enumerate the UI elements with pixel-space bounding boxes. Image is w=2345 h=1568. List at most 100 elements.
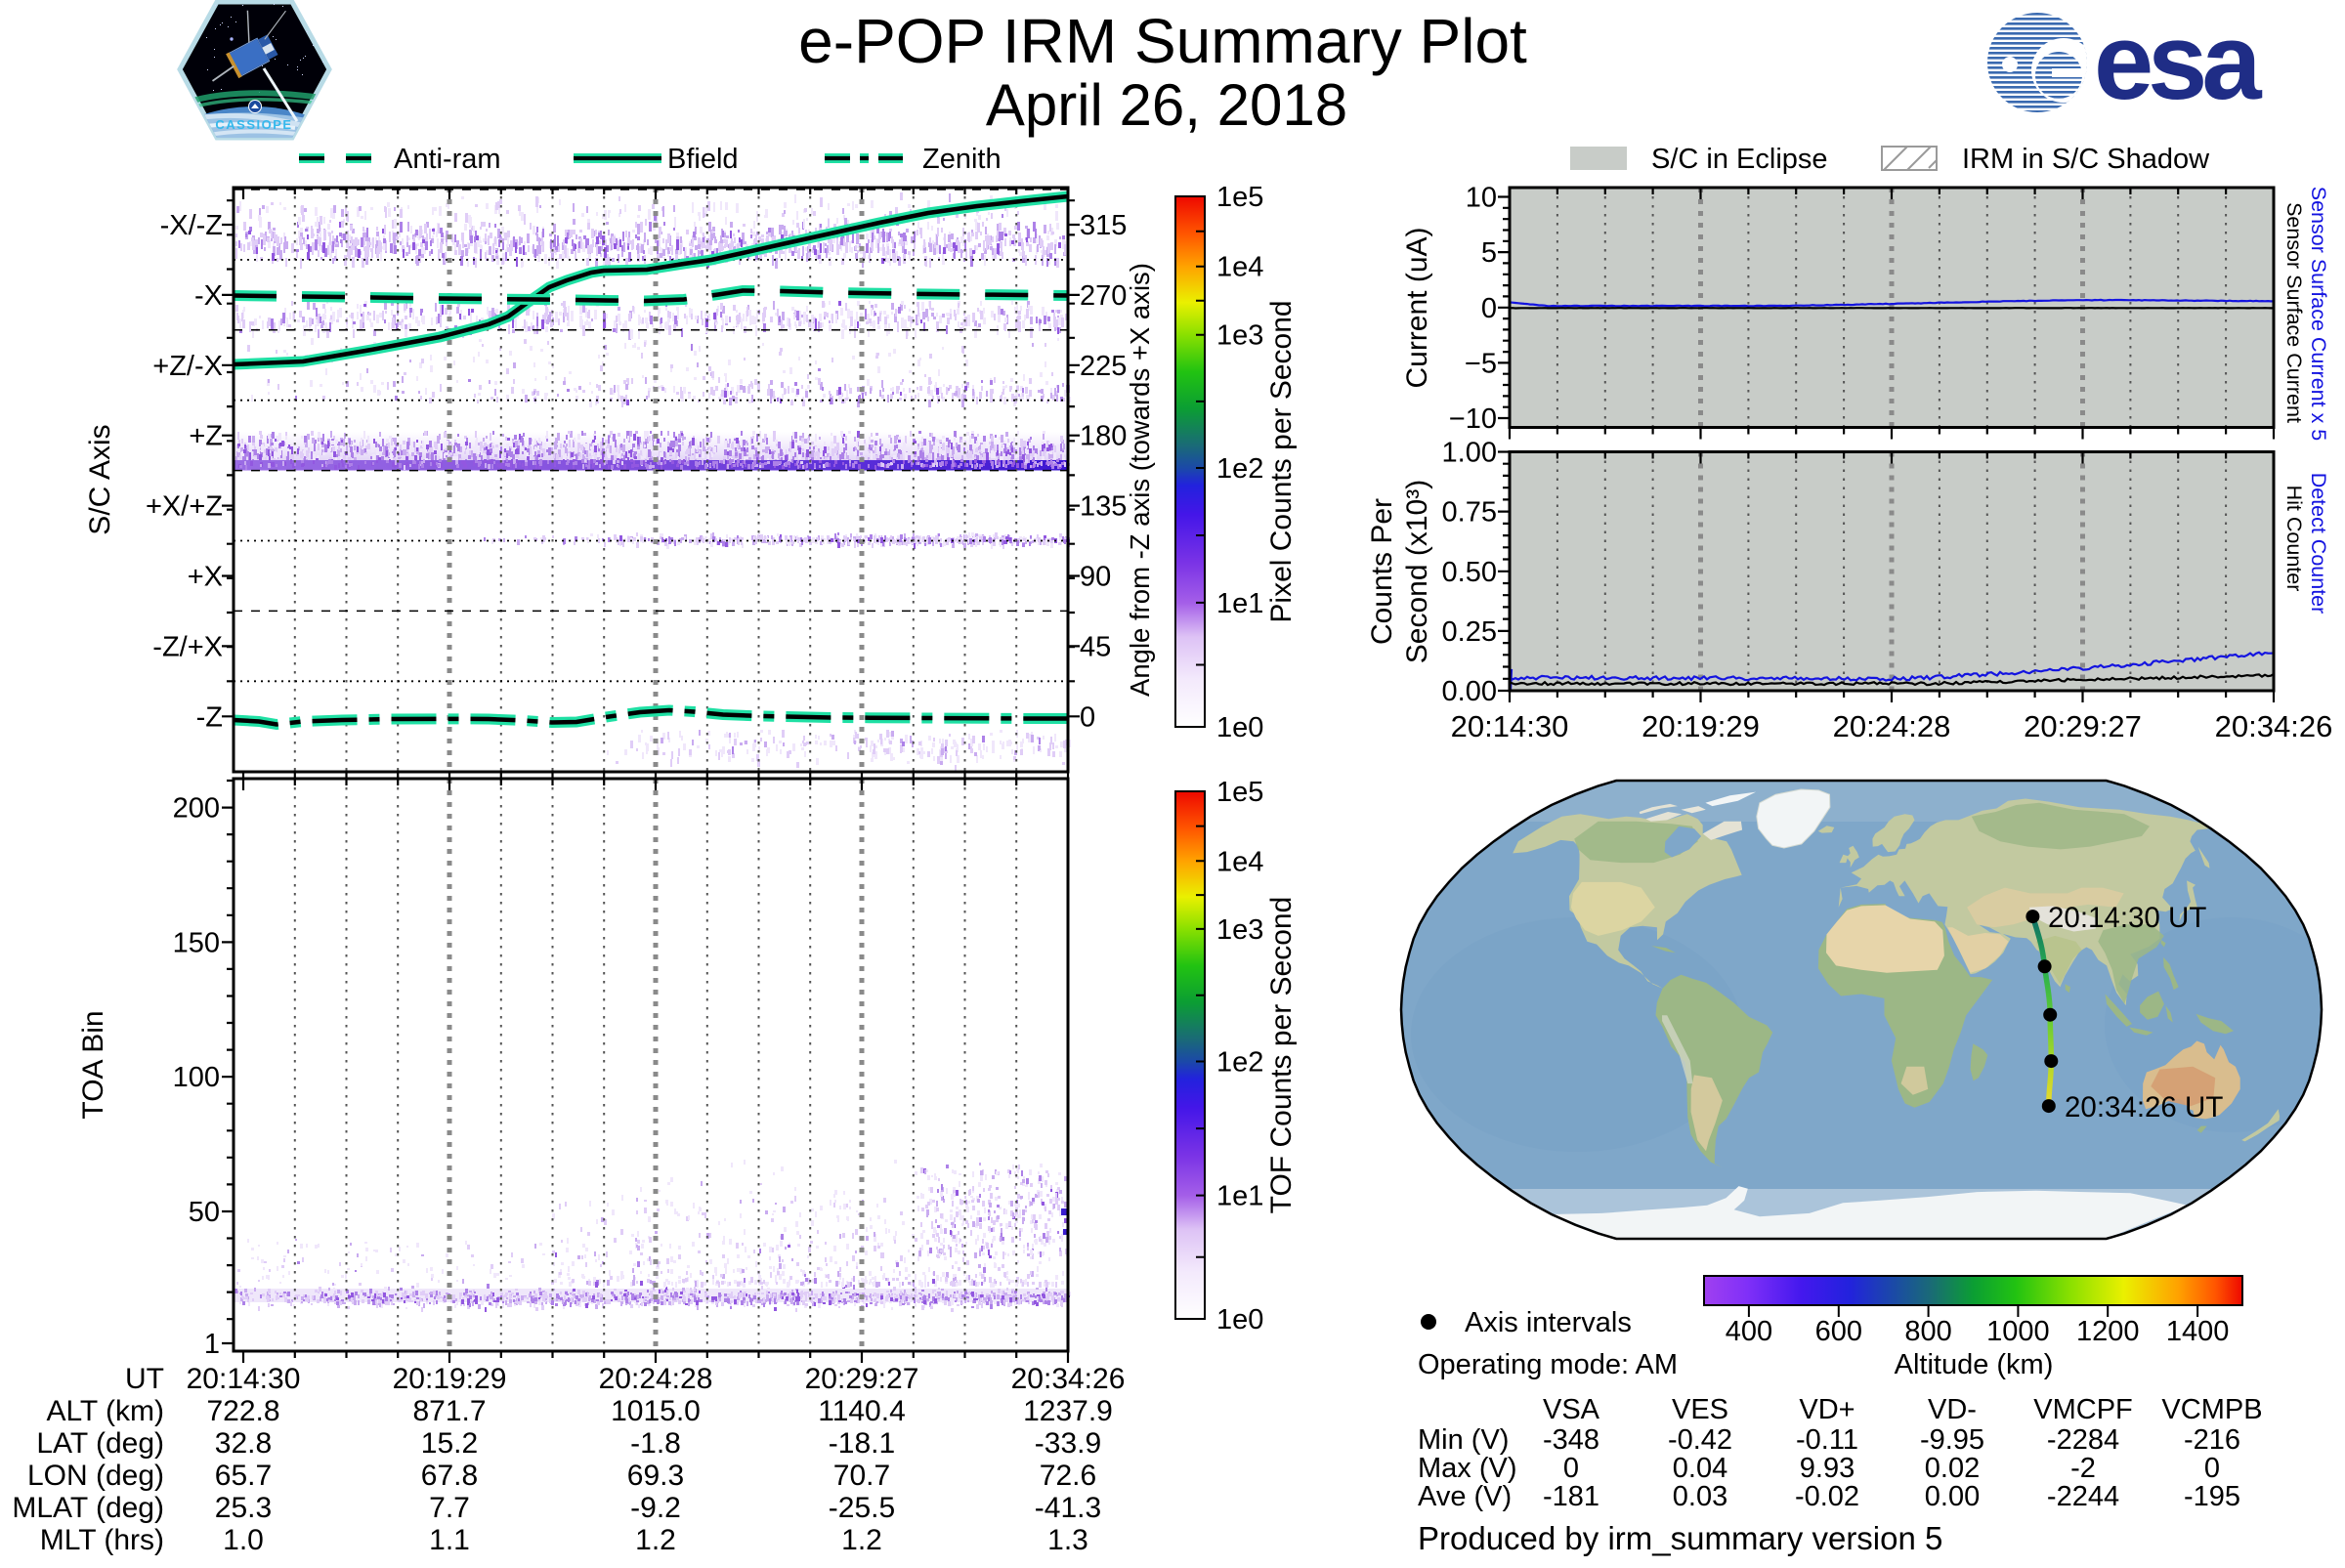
svg-text:20:14:30 UT: 20:14:30 UT (2048, 902, 2206, 934)
svg-text:0.00: 0.00 (1925, 1481, 1980, 1512)
svg-text:32.8: 32.8 (215, 1427, 272, 1460)
svg-text:1: 1 (204, 1329, 220, 1360)
svg-text:45: 45 (1080, 631, 1111, 662)
svg-text:5: 5 (1481, 237, 1497, 269)
svg-text:Hit Counter: Hit Counter (2282, 486, 2306, 592)
svg-text:0.25: 0.25 (1442, 616, 1497, 648)
svg-text:1e5: 1e5 (1216, 777, 1263, 808)
svg-text:20:19:29: 20:19:29 (393, 1363, 507, 1395)
svg-text:50: 50 (189, 1197, 220, 1228)
svg-text:Produced by irm_summary versio: Produced by irm_summary version 5 (1418, 1520, 1942, 1556)
svg-text:20:29:27: 20:29:27 (2024, 709, 2142, 743)
svg-text:0: 0 (1080, 701, 1095, 733)
svg-text:+X: +X (188, 562, 223, 593)
svg-text:Sensor Surface Current x 5: Sensor Surface Current x 5 (2307, 187, 2330, 442)
svg-text:+X/+Z: +X/+Z (146, 491, 223, 523)
svg-text:Bfield: Bfield (667, 144, 739, 175)
svg-text:LAT (deg): LAT (deg) (36, 1427, 164, 1460)
svg-text:1.2: 1.2 (635, 1524, 676, 1556)
svg-text:1e4: 1e4 (1216, 252, 1263, 283)
svg-text:20:14:30: 20:14:30 (187, 1363, 301, 1395)
svg-text:1e4: 1e4 (1216, 846, 1263, 877)
svg-text:0.03: 0.03 (1673, 1481, 1727, 1512)
svg-text:20:24:28: 20:24:28 (599, 1363, 713, 1395)
svg-text:800: 800 (1904, 1316, 1951, 1347)
svg-text:MLT (hrs): MLT (hrs) (40, 1524, 164, 1556)
svg-text:1e0: 1e0 (1216, 712, 1263, 743)
svg-text:+Z: +Z (189, 421, 223, 452)
svg-text:Ave (V): Ave (V) (1418, 1481, 1512, 1512)
svg-text:VD-: VD- (1928, 1394, 1977, 1425)
svg-text:20:34:26 UT: 20:34:26 UT (2065, 1091, 2223, 1123)
svg-text:1.1: 1.1 (429, 1524, 470, 1556)
svg-text:135: 135 (1080, 491, 1127, 523)
svg-text:400: 400 (1726, 1316, 1772, 1347)
svg-text:1200: 1200 (2076, 1316, 2140, 1347)
svg-text:Anti-ram: Anti-ram (394, 144, 501, 175)
svg-text:100: 100 (173, 1062, 220, 1093)
svg-text:0: 0 (1563, 1453, 1579, 1484)
svg-text:180: 180 (1080, 421, 1127, 452)
svg-text:1.2: 1.2 (841, 1524, 882, 1556)
svg-text:0: 0 (2204, 1453, 2220, 1484)
svg-text:1e2: 1e2 (1216, 1047, 1263, 1079)
svg-text:MLAT (deg): MLAT (deg) (12, 1492, 164, 1524)
svg-text:315: 315 (1080, 210, 1127, 241)
svg-text:-2244: -2244 (2047, 1481, 2119, 1512)
svg-text:-9.95: -9.95 (1920, 1424, 1984, 1456)
svg-text:0.02: 0.02 (1925, 1453, 1980, 1484)
svg-text:1.0: 1.0 (223, 1524, 264, 1556)
svg-text:Zenith: Zenith (922, 144, 1002, 175)
svg-text:-41.3: -41.3 (1035, 1492, 1101, 1524)
svg-text:20:14:30: 20:14:30 (1451, 709, 1569, 743)
svg-text:10: 10 (1466, 183, 1497, 214)
svg-text:9.93: 9.93 (1800, 1453, 1855, 1484)
svg-text:VES: VES (1672, 1394, 1728, 1425)
svg-text:S/C in Eclipse: S/C in Eclipse (1651, 144, 1828, 175)
svg-text:-X/-Z: -X/-Z (160, 210, 223, 241)
svg-text:69.3: 69.3 (627, 1460, 684, 1492)
svg-text:1140.4: 1140.4 (818, 1395, 906, 1427)
svg-text:0: 0 (1481, 293, 1497, 324)
svg-text:e-POP IRM Summary Plot: e-POP IRM Summary Plot (798, 6, 1527, 76)
svg-text:7.7: 7.7 (429, 1492, 470, 1524)
svg-text:67.8: 67.8 (421, 1460, 478, 1492)
svg-text:−5: −5 (1465, 348, 1497, 379)
svg-text:Detect Counter: Detect Counter (2307, 473, 2330, 614)
svg-text:150: 150 (173, 927, 220, 958)
svg-text:-1.8: -1.8 (630, 1427, 681, 1460)
svg-text:200: 200 (173, 793, 220, 825)
svg-text:-348: -348 (1543, 1424, 1599, 1456)
svg-text:-Z/+X: -Z/+X (152, 631, 223, 662)
svg-text:VD+: VD+ (1799, 1394, 1855, 1425)
svg-text:VSA: VSA (1543, 1394, 1600, 1425)
svg-text:20:24:28: 20:24:28 (1833, 709, 1951, 743)
svg-text:Second (x10³): Second (x10³) (1401, 480, 1433, 663)
svg-text:90: 90 (1080, 562, 1111, 593)
svg-text:TOA Bin: TOA Bin (77, 1010, 109, 1119)
svg-text:270: 270 (1080, 280, 1127, 312)
svg-text:Max (V): Max (V) (1418, 1453, 1517, 1484)
svg-text:+Z/-X: +Z/-X (152, 351, 223, 382)
svg-text:-195: -195 (2184, 1481, 2240, 1512)
svg-text:20:34:26: 20:34:26 (1011, 1363, 1126, 1395)
svg-text:April 26, 2018: April 26, 2018 (986, 72, 1347, 138)
svg-text:0.04: 0.04 (1673, 1453, 1727, 1484)
svg-text:-0.42: -0.42 (1668, 1424, 1732, 1456)
svg-text:Pixel Counts per Second: Pixel Counts per Second (1265, 300, 1298, 622)
svg-text:0.75: 0.75 (1442, 497, 1497, 529)
svg-text:-25.5: -25.5 (829, 1492, 895, 1524)
svg-text:Angle from -Z axis (towards +X: Angle from -Z axis (towards +X axis) (1125, 263, 1155, 697)
svg-text:1e0: 1e0 (1216, 1304, 1263, 1335)
svg-text:-9.2: -9.2 (630, 1492, 681, 1524)
svg-text:-0.11: -0.11 (1796, 1424, 1858, 1456)
svg-text:0.00: 0.00 (1442, 676, 1497, 707)
svg-text:-2: -2 (2070, 1453, 2096, 1484)
svg-text:15.2: 15.2 (421, 1427, 478, 1460)
svg-text:0.50: 0.50 (1442, 557, 1497, 588)
svg-text:Altitude (km): Altitude (km) (1895, 1349, 2054, 1380)
svg-text:IRM in S/C Shadow: IRM in S/C Shadow (1962, 144, 2210, 175)
svg-text:-0.02: -0.02 (1795, 1481, 1859, 1512)
svg-text:25.3: 25.3 (215, 1492, 272, 1524)
svg-text:-2284: -2284 (2047, 1424, 2119, 1456)
